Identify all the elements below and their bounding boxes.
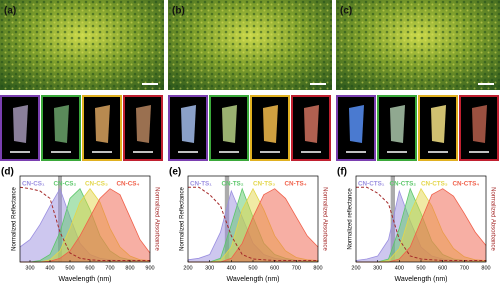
sample — [95, 105, 110, 143]
legend-entry: CN-CS₁ — [22, 181, 45, 188]
y-axis-label: Normalized Reflectance — [12, 186, 18, 250]
absorbance-line — [19, 186, 150, 261]
x-tick-label: 700 — [105, 265, 114, 271]
x-tick-label: 400 — [227, 265, 236, 271]
x-tick-label: 500 — [248, 265, 257, 271]
area-fill — [188, 188, 318, 262]
x-tick-label: 700 — [460, 265, 469, 271]
legend-entry: CN-TS₂ — [222, 181, 244, 188]
x-tick-label: 500 — [416, 265, 425, 271]
sample — [349, 105, 364, 143]
sample — [136, 105, 151, 143]
legend-entry: CN-CTS₁ — [358, 181, 385, 188]
x-tick-label: 800 — [313, 265, 322, 271]
x-tick-label: 300 — [373, 265, 382, 271]
y-axis-label: Normalized Reflectance — [180, 186, 186, 250]
legend-entry: CN-CTS₂ — [390, 181, 417, 188]
y2-axis-label: Normalized Absorbance — [489, 187, 495, 251]
x-tick-label: 400 — [395, 265, 404, 271]
x-tick-label: 900 — [145, 265, 154, 271]
photos: (a) (b) (c) — [0, 0, 500, 90]
sample — [431, 105, 446, 143]
panel-label: (f) — [337, 167, 347, 178]
photo-texture — [0, 0, 164, 90]
y2-axis-label: Normalized Absorbance — [153, 187, 159, 251]
legend-entry: CN-CTS₃ — [421, 181, 448, 188]
y-axis-label: Normalized reflectance — [348, 188, 354, 250]
x-axis-label: Wavelength (nm) — [58, 276, 111, 283]
panel-label: (d) — [1, 167, 14, 178]
legend-entry: CN-CS₃ — [85, 181, 108, 188]
legend-entry: CN-TS₁ — [190, 181, 212, 188]
charts: (d) CN-CS₁ CN-CS₂ CN-CS₃ CN-CS₄ 300 400 500 600 7… — [1, 167, 495, 283]
legend-entry: CN-CS₂ — [54, 181, 77, 188]
sample — [390, 105, 405, 143]
area-fill — [188, 191, 318, 262]
x-axis-label: Wavelength (nm) — [394, 276, 447, 283]
sample — [263, 105, 278, 143]
sample — [181, 105, 196, 143]
legend-entry: CN-TS₃ — [253, 181, 275, 188]
x-tick-label: 200 — [351, 265, 360, 271]
x-tick-label: 700 — [292, 265, 301, 271]
sample — [13, 105, 28, 143]
x-tick-label: 200 — [183, 265, 192, 271]
x-tick-label: 300 — [25, 265, 34, 271]
legend-entry: CN-TS₄ — [285, 181, 307, 188]
sample — [222, 105, 237, 143]
photo-label: (a) — [4, 6, 16, 17]
x-tick-label: 500 — [65, 265, 74, 271]
sample — [304, 105, 319, 143]
photo-texture — [336, 0, 500, 90]
x-tick-label: 400 — [45, 265, 54, 271]
sample — [54, 105, 69, 143]
sample-tiles — [0, 95, 499, 161]
area-fill — [20, 188, 150, 262]
photo-label: (c) — [340, 6, 352, 17]
x-tick-label: 600 — [438, 265, 447, 271]
area-fill — [356, 191, 486, 262]
panel-label: (e) — [169, 167, 181, 178]
area-fill — [356, 188, 486, 262]
x-tick-label: 300 — [205, 265, 214, 271]
photo-texture — [168, 0, 332, 90]
x-tick-label: 600 — [85, 265, 94, 271]
x-tick-label: 800 — [125, 265, 134, 271]
photo-label: (b) — [172, 6, 185, 17]
x-axis-label: Wavelength (nm) — [226, 276, 279, 283]
legend-entry: CN-CTS₄ — [453, 181, 480, 188]
x-tick-label: 800 — [481, 265, 490, 271]
sample — [472, 105, 487, 143]
y2-axis-label: Normalized Absorbance — [321, 187, 327, 251]
plot-frame — [19, 175, 151, 263]
legend-entry: CN-CS₄ — [117, 181, 140, 188]
x-tick-label: 600 — [270, 265, 279, 271]
